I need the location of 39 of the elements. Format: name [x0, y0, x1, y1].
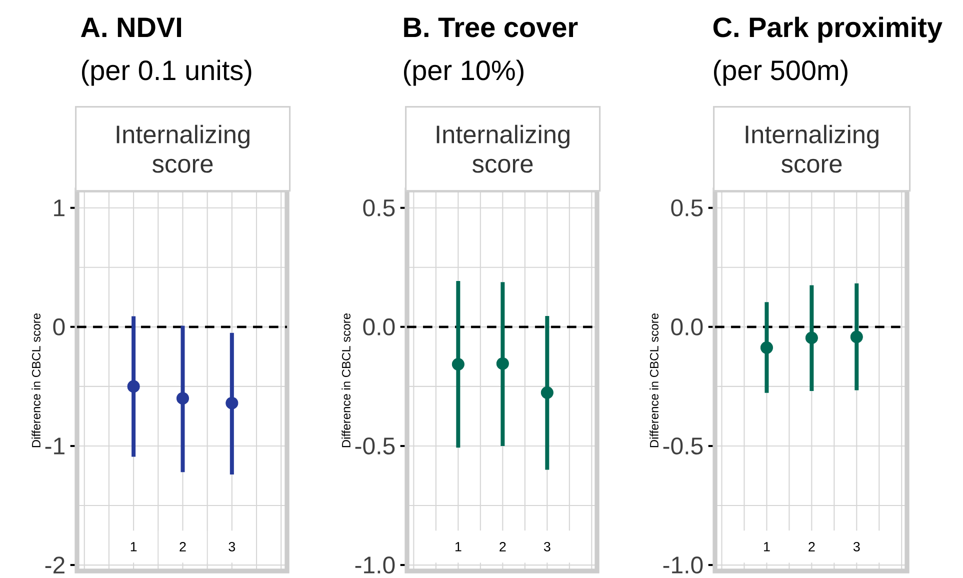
y-axis-title: Difference in CBCL score — [32, 313, 40, 448]
text: Internalizing score — [436, 124, 570, 173]
y-tick-label: 0.5 — [363, 199, 395, 216]
x-tick-label: 2 — [180, 542, 186, 552]
chart-subtitle: (per 500m) — [714, 60, 848, 86]
y-tick-label: 0 — [53, 318, 65, 336]
point — [226, 396, 238, 410]
x-tick-label: 3 — [544, 542, 550, 552]
y-axis-title: Difference in CBCL score — [650, 313, 658, 448]
y-tick-label: 0.0 — [363, 318, 395, 336]
x-tick-label: 2 — [808, 542, 815, 552]
y-tick-label: -0.5 — [355, 437, 395, 454]
x-tick-label: 3 — [853, 542, 860, 552]
chart-title: B. Tree cover — [404, 18, 578, 38]
y-tick-label: 0.0 — [671, 318, 703, 336]
y-tick-label: 0.5 — [671, 199, 703, 216]
y-tick-label: -1 — [45, 438, 64, 454]
x-tick-label: 2 — [500, 542, 506, 552]
point — [496, 357, 509, 370]
y-axis-title: Difference in CBCL score — [342, 313, 350, 448]
chart-subtitle: (per 0.1 units) — [82, 60, 252, 86]
y-tick-label: -2 — [45, 556, 64, 574]
y-tick-label: -1.0 — [663, 556, 703, 574]
point — [452, 358, 464, 371]
y-tick-label: -1.0 — [355, 556, 395, 574]
x-tick-label: 3 — [228, 542, 236, 552]
y-tick-label: -0.5 — [663, 437, 703, 454]
text: Internalizing score — [746, 124, 878, 173]
point — [176, 392, 190, 405]
x-tick-label: 1 — [130, 542, 137, 552]
chart-title: C. Park proximity — [713, 16, 942, 43]
x-tick-label: 1 — [764, 542, 770, 552]
text: Internalizing score — [116, 124, 250, 173]
chart-subtitle: (per 10%) — [404, 60, 524, 86]
chart-title: A. NDVI — [80, 18, 182, 37]
x-tick-label: 1 — [455, 542, 462, 552]
y-tick-label: 1 — [54, 200, 64, 216]
point — [540, 386, 554, 399]
point — [127, 380, 140, 393]
